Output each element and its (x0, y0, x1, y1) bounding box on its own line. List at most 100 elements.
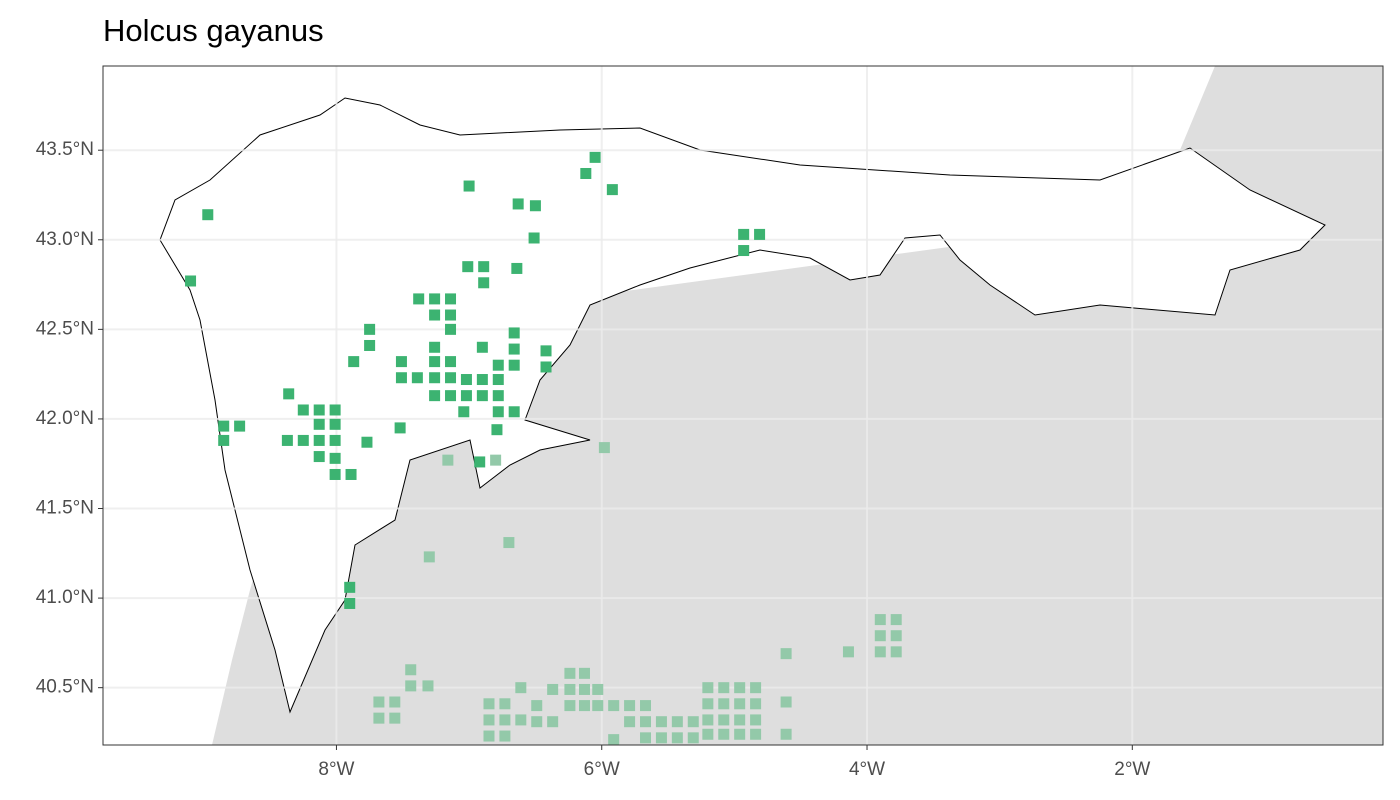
point (445, 293, 457, 305)
point (592, 683, 604, 695)
point (364, 339, 376, 351)
point (734, 682, 746, 694)
point (750, 728, 762, 740)
point (313, 434, 325, 446)
point (750, 698, 762, 710)
point (606, 184, 618, 196)
y-tick-label: 43.5°N (36, 139, 94, 160)
x-tick-label: 4°W (849, 759, 885, 780)
point (492, 390, 504, 402)
point (702, 714, 714, 726)
y-tick-label: 41.0°N (36, 587, 94, 608)
point (671, 732, 683, 744)
point (429, 356, 441, 368)
point (580, 167, 592, 179)
point (364, 323, 376, 335)
point (460, 374, 472, 386)
point (512, 198, 524, 210)
point (564, 683, 576, 695)
point (483, 714, 495, 726)
point (445, 356, 457, 368)
point (313, 404, 325, 416)
chart-title: Holcus gayanus (103, 13, 324, 48)
y-tick-label: 42.0°N (36, 408, 94, 429)
point (389, 696, 401, 708)
point (702, 698, 714, 710)
point (458, 406, 470, 418)
point (445, 323, 457, 335)
y-tick-label: 43.0°N (36, 229, 94, 250)
point (598, 442, 610, 454)
point (445, 390, 457, 402)
point (329, 434, 341, 446)
point (564, 667, 576, 679)
point (874, 630, 886, 642)
point (718, 682, 730, 694)
point (508, 327, 520, 339)
point (589, 151, 601, 163)
point (702, 682, 714, 694)
point (218, 420, 230, 432)
point (640, 732, 652, 744)
point (780, 648, 792, 660)
point (297, 404, 309, 416)
point (608, 700, 620, 712)
point (734, 698, 746, 710)
point (218, 434, 230, 446)
point (578, 667, 590, 679)
point (283, 388, 295, 400)
point (508, 343, 520, 355)
panel-border (102, 65, 1384, 746)
point (718, 728, 730, 740)
point (423, 551, 435, 563)
point (515, 714, 527, 726)
point (578, 683, 590, 695)
point (687, 716, 699, 728)
point (890, 646, 902, 658)
point (492, 406, 504, 418)
point (492, 374, 504, 386)
point (329, 404, 341, 416)
y-tick-label: 41.5°N (36, 498, 94, 519)
point (734, 714, 746, 726)
point (499, 698, 511, 710)
point (687, 732, 699, 744)
point (492, 359, 504, 371)
point (624, 700, 636, 712)
point (483, 698, 495, 710)
point (445, 309, 457, 321)
point (508, 359, 520, 371)
point (750, 714, 762, 726)
point (405, 680, 417, 692)
point (394, 422, 406, 434)
point (531, 700, 543, 712)
point (503, 537, 515, 549)
point (281, 434, 293, 446)
point (734, 728, 746, 740)
point (361, 436, 373, 448)
point (671, 716, 683, 728)
point (442, 454, 454, 466)
point (344, 597, 356, 609)
point (478, 261, 490, 273)
point (874, 614, 886, 626)
point (476, 374, 488, 386)
point (445, 372, 457, 384)
x-tick-label: 8°W (318, 759, 354, 780)
point (234, 420, 246, 432)
point (750, 682, 762, 694)
point (478, 277, 490, 289)
point (508, 406, 520, 418)
point (608, 734, 620, 746)
point (413, 293, 425, 305)
point (511, 262, 523, 274)
point (329, 468, 341, 480)
point (718, 714, 730, 726)
point (395, 372, 407, 384)
point (313, 451, 325, 463)
point (460, 390, 472, 402)
point (345, 468, 357, 480)
point (718, 698, 730, 710)
point (842, 646, 854, 658)
